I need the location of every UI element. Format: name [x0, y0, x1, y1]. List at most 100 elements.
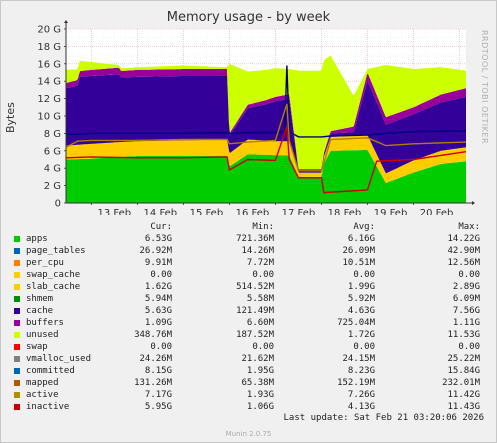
legend-min: 0.00 — [252, 342, 274, 352]
legend-swatch — [14, 236, 20, 242]
legend-swatch — [14, 392, 20, 398]
x-axis-arrow — [472, 201, 475, 205]
legend-cur: 5.63G — [144, 306, 172, 316]
y-tick-label: 4 G — [44, 164, 61, 175]
legend-swatch — [14, 320, 20, 326]
legend-cur: 1.62G — [144, 282, 172, 292]
legend-max: 12.56M — [447, 258, 480, 268]
chart-title: Memory usage - by week — [166, 10, 331, 25]
x-tick-label: 17 Feb — [282, 208, 316, 215]
legend-cur: 5.94M — [144, 294, 172, 304]
legend-max: 0.00 — [458, 342, 480, 352]
legend-min: 514.52M — [236, 282, 274, 292]
legend-swatch — [14, 308, 20, 314]
legend-name: slab_cache — [26, 282, 81, 292]
rrdtool-watermark: RRDTOOL / TOBI OETIKER — [480, 30, 489, 145]
area-unused — [66, 55, 466, 170]
y-tick-label: 18 G — [37, 42, 61, 53]
legend-name: unused — [26, 330, 59, 340]
legend-min: 21.62M — [241, 354, 274, 364]
legend-min: 6.60M — [246, 318, 274, 328]
legend-max: 2.89G — [452, 282, 480, 292]
y-tick-label: 0 — [55, 199, 61, 210]
legend-row-per_cpu: per_cpu 9.91M 7.72M 10.51M 12.56M — [12, 257, 492, 269]
legend-name: per_cpu — [26, 258, 64, 268]
legend-row-swap_cache: swap_cache 0.00 0.00 0.00 0.00 — [12, 269, 492, 281]
y-tick-label: 6 G — [44, 146, 61, 157]
legend-name: swap — [26, 342, 48, 352]
legend-cur: 7.17G — [144, 390, 172, 400]
legend-name: buffers — [26, 318, 64, 328]
y-tick-label: 12 G — [37, 94, 61, 105]
legend-swatch — [14, 248, 20, 254]
legend-row-vmalloc_used: vmalloc_used 24.26M 21.62M 24.15M 25.22M — [12, 353, 492, 365]
legend-name: cache — [26, 306, 54, 316]
y-tick-label: 2 G — [44, 181, 61, 192]
legend-name: committed — [26, 366, 75, 376]
legend-row-page_tables: page_tables 26.92M 14.26M 26.09M 42.90M — [12, 245, 492, 257]
legend-min: 187.52M — [236, 330, 274, 340]
legend-avg: 5.92M — [347, 294, 375, 304]
legend-max: 25.22M — [447, 354, 480, 364]
legend-swatch — [14, 344, 20, 350]
legend-max: 14.22G — [447, 234, 480, 244]
legend-avg: 725.04M — [337, 318, 375, 328]
x-tick-label: 15 Feb — [190, 208, 224, 215]
legend-row-shmem: shmem 5.94M 5.58M 5.92M 6.09M — [12, 293, 492, 305]
y-tick-label: 10 G — [37, 112, 61, 123]
legend-max: 1.11G — [452, 318, 480, 328]
legend-min: 1.93G — [246, 390, 274, 400]
legend-min: 0.00 — [252, 270, 274, 280]
legend-cur: 5.95G — [144, 402, 172, 412]
axes — [64, 20, 475, 205]
legend-cur: 24.26M — [139, 354, 172, 364]
legend-swatch — [14, 332, 20, 338]
legend-cur: 131.26M — [134, 378, 172, 388]
legend-swatch — [14, 380, 20, 386]
legend-cur: 8.15G — [144, 366, 172, 376]
legend-table: Cur: Min: Avg: Max: apps 6.53G 721.36M 6.16… — [12, 221, 492, 413]
legend-avg: 0.00 — [353, 342, 375, 352]
legend-avg: 24.15M — [342, 354, 375, 364]
legend-row-swap: swap 0.00 0.00 0.00 0.00 — [12, 341, 492, 353]
x-tick-label: 14 Feb — [144, 208, 178, 215]
header-avg: Avg: — [353, 222, 375, 232]
legend-cur: 26.92M — [139, 246, 172, 256]
legend-max: 7.56G — [452, 306, 480, 316]
legend-avg: 8.23G — [347, 366, 375, 376]
legend-row-committed: committed 8.15G 1.95G 8.23G 15.84G — [12, 365, 492, 377]
legend-name: page_tables — [26, 246, 86, 256]
legend-header: Cur: Min: Avg: Max: — [12, 221, 492, 233]
legend-max: 6.09M — [452, 294, 480, 304]
y-axis-arrow — [64, 20, 68, 23]
legend-name: swap_cache — [26, 270, 81, 280]
legend-min: 1.06G — [246, 402, 274, 412]
legend-max: 11.53G — [447, 330, 480, 340]
legend-avg: 10.51M — [342, 258, 375, 268]
legend-min: 121.49M — [236, 306, 274, 316]
legend-min: 65.38M — [241, 378, 274, 388]
legend-avg: 6.16G — [347, 234, 375, 244]
legend-cur: 0.00 — [150, 342, 172, 352]
legend-row-mapped: mapped 131.26M 65.38M 152.19M 232.01M — [12, 377, 492, 389]
last-update: Last update: Sat Feb 21 03:20:06 2026 — [283, 413, 484, 423]
legend-avg: 4.63G — [347, 306, 375, 316]
y-tick-label: 8 G — [44, 129, 61, 140]
legend-name: inactive — [26, 402, 70, 412]
legend-swatch — [14, 260, 20, 266]
legend-max: 11.43G — [447, 402, 480, 412]
y-tick-label: 14 G — [37, 77, 61, 88]
y-tick-label: 16 G — [37, 59, 61, 70]
legend-cur: 0.00 — [150, 270, 172, 280]
x-tick-label: 16 Feb — [236, 208, 270, 215]
legend-max: 0.00 — [458, 270, 480, 280]
legend-swatch — [14, 284, 20, 290]
legend-row-inactive: inactive 5.95G 1.06G 4.13G 11.43G — [12, 401, 492, 413]
stacked-areas — [66, 55, 466, 203]
legend-min: 721.36M — [236, 234, 274, 244]
line-active — [65, 103, 467, 172]
legend-swatch — [14, 356, 20, 362]
legend-swatch — [14, 272, 20, 278]
area-cache — [66, 74, 466, 174]
legend-avg: 0.00 — [353, 270, 375, 280]
